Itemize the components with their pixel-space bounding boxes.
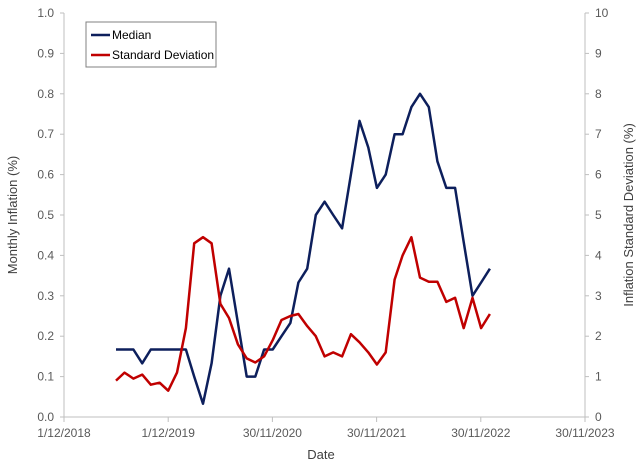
left-tick-label: 0.1	[37, 370, 54, 384]
left-axis: 0.0 0.1 0.2 0.3 0.4 0.5 0.6 0.7 0.8 0.9 1.0	[37, 6, 64, 424]
series-line-median	[116, 92, 491, 405]
right-tick-label: 1	[595, 370, 602, 384]
x-tick-label: 1/12/2019	[142, 426, 196, 440]
legend: Median Standard Deviation	[85, 21, 217, 68]
x-tick-label: 30/11/2022	[451, 426, 510, 440]
right-tick-label: 0	[595, 410, 602, 424]
right-tick-label: 10	[595, 6, 609, 20]
x-tick-label: 30/11/2021	[347, 426, 406, 440]
left-tick-label: 0.6	[37, 168, 54, 182]
right-axis: 0 1 2 3 4 5 6 7 8 9 10	[585, 6, 609, 424]
series-line-standard-deviation	[115, 235, 491, 392]
series-layer	[115, 92, 491, 405]
right-tick-label: 6	[595, 168, 602, 182]
legend-label-standard-deviation: Standard Deviation	[112, 48, 214, 62]
x-tick-label: 1/12/2018	[37, 426, 91, 440]
left-tick-label: 0.4	[37, 248, 54, 262]
x-axis-title: Date	[307, 447, 334, 462]
legend-label-median: Median	[112, 28, 151, 42]
left-tick-label: 1.0	[37, 6, 54, 20]
left-tick-label: 0.8	[37, 87, 54, 101]
legend-box	[85, 21, 217, 68]
right-tick-label: 3	[595, 289, 602, 303]
left-tick-label: 0.7	[37, 127, 54, 141]
left-tick-label: 0.0	[37, 410, 54, 424]
right-tick-label: 7	[595, 127, 602, 141]
y2-axis-title: Inflation Standard Deviation (%)	[621, 123, 636, 307]
y-axis-title: Monthly Inflation (%)	[5, 156, 20, 275]
x-axis: 1/12/2018 1/12/2019 30/11/2020 30/11/2021 30…	[37, 417, 615, 440]
right-tick-label: 8	[595, 87, 602, 101]
right-tick-label: 4	[595, 248, 602, 262]
x-tick-label: 30/11/2020	[243, 426, 302, 440]
x-tick-label: 30/11/2023	[555, 426, 614, 440]
right-tick-label: 5	[595, 208, 602, 222]
right-tick-label: 2	[595, 329, 602, 343]
right-tick-label: 9	[595, 46, 602, 60]
left-tick-label: 0.9	[37, 46, 54, 60]
left-tick-label: 0.2	[37, 329, 54, 343]
left-tick-label: 0.5	[37, 208, 54, 222]
left-tick-label: 0.3	[37, 289, 54, 303]
